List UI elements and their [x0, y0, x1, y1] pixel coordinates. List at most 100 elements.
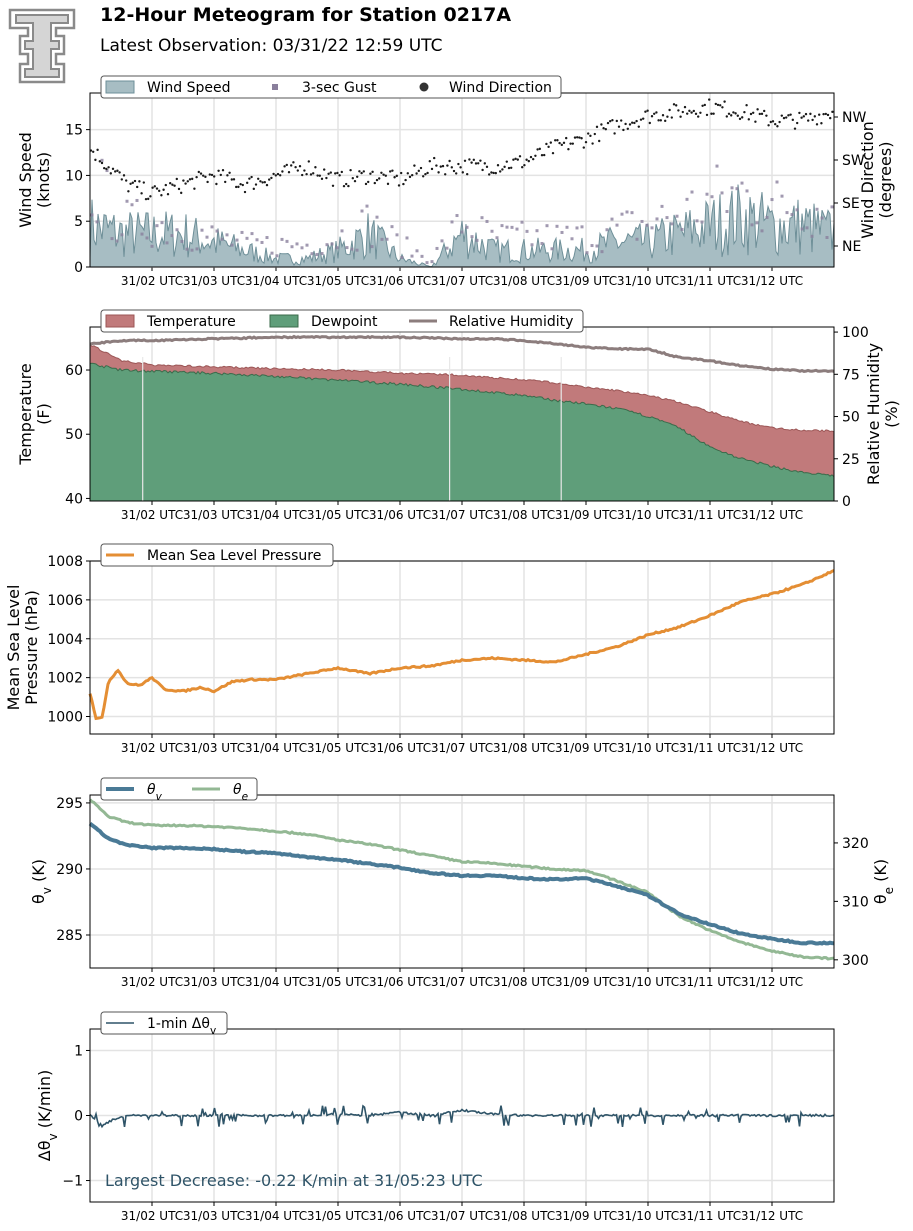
- x-tick-label: 31/06 UTC: [369, 1209, 431, 1223]
- wind-direction-point: [536, 148, 539, 151]
- temperature-axis-label: Temperature(F): [16, 363, 53, 465]
- wind-speed-axis-label: Wind Speed(knots): [16, 132, 53, 227]
- texas-tech-logo-icon: [8, 8, 76, 84]
- wind-direction-point: [96, 148, 99, 152]
- x-tick-label: 31/06 UTC: [369, 508, 431, 522]
- wind-direction-point: [316, 174, 319, 177]
- wind-direction-point: [191, 177, 194, 181]
- wind-direction-point: [521, 166, 524, 169]
- gust-point: [195, 247, 199, 251]
- gust-point: [385, 237, 389, 241]
- panel-theta: 31/02 UTC 31/03 UTC 31/04 UTC 31/05 UTC 31/0…: [29, 777, 896, 989]
- gust-point: [565, 225, 569, 229]
- wind-direction-point: [617, 125, 621, 128]
- wind-direction-point: [224, 180, 227, 184]
- gust-point: [115, 239, 119, 243]
- wind-direction-point: [540, 154, 544, 157]
- wind-direction-point: [419, 166, 423, 170]
- wind-direction-point: [347, 184, 350, 188]
- wind-direction-point: [382, 173, 385, 176]
- wind-direction-point: [133, 179, 137, 183]
- gust-point: [795, 208, 799, 212]
- gust-point: [590, 244, 594, 248]
- gust-point: [380, 237, 384, 241]
- wind-direction-point: [820, 122, 823, 125]
- x-tick-label: 31/07 UTC: [431, 741, 493, 755]
- gust-point: [250, 232, 254, 236]
- wind-direction-point: [281, 170, 284, 173]
- x-tick-label: 31/09 UTC: [555, 274, 617, 288]
- wind-direction-point: [545, 142, 548, 146]
- relative-humidity-axis-label: Relative Humidity(%): [864, 343, 901, 485]
- gust-point: [365, 204, 369, 208]
- gust-point: [810, 234, 814, 238]
- y-tick-label: 1: [74, 1043, 83, 1059]
- x-tick-label: 31/04 UTC: [245, 508, 307, 522]
- y-tick-label: 1002: [47, 671, 83, 687]
- wind-direction-point: [406, 172, 409, 175]
- wind-direction-point: [151, 186, 154, 189]
- wind-direction-point: [239, 182, 242, 186]
- wind-direction-point: [235, 185, 238, 189]
- y-tick-label: 1008: [47, 554, 83, 570]
- gust-point: [620, 212, 624, 216]
- wind-direction-point: [472, 158, 475, 162]
- wind-direction-point: [793, 127, 797, 130]
- legend-label-mslp: Mean Sea Level Pressure: [147, 548, 321, 564]
- wind-direction-point: [329, 171, 332, 174]
- y-right-tick-label: 50: [842, 410, 860, 426]
- wind-direction-point: [466, 172, 469, 176]
- gust-point: [615, 223, 619, 227]
- gust-point: [395, 233, 399, 237]
- wind-direction-point: [285, 163, 288, 167]
- gust-point: [320, 252, 324, 256]
- legend-box: [100, 1011, 228, 1035]
- wind-direction-point: [287, 171, 291, 174]
- x-tick-label: 31/02 UTC: [121, 274, 183, 288]
- x-tick-label: 31/12 UTC: [741, 1209, 803, 1223]
- wind-direction-point: [474, 162, 478, 165]
- wind-direction-point: [364, 182, 368, 186]
- y-right-tick-label: 100: [842, 325, 869, 341]
- wind-direction-point: [774, 122, 777, 126]
- wind-direction-point: [323, 168, 326, 171]
- y-tick-label: 10: [65, 168, 83, 184]
- panel-pressure: 31/02 UTC 31/03 UTC 31/04 UTC 31/05 UTC 31/0…: [4, 543, 835, 755]
- wind-direction-point: [800, 116, 803, 119]
- wind-direction-point: [296, 169, 299, 172]
- page-title: 12-Hour Meteogram for Station 0217A: [100, 4, 512, 26]
- x-tick-label: 31/05 UTC: [307, 741, 369, 755]
- x-tick-label: 31/04 UTC: [245, 1209, 307, 1223]
- gust-point: [650, 226, 654, 230]
- y-tick-label: −1: [62, 1174, 83, 1190]
- x-tick-label: 31/10 UTC: [617, 1209, 679, 1223]
- wind-direction-point: [507, 166, 511, 170]
- gust-point: [140, 232, 144, 236]
- wind-direction-point: [129, 182, 132, 185]
- wind-direction-point: [186, 180, 189, 183]
- gust-point: [815, 207, 819, 211]
- wind-direction-point: [809, 112, 812, 116]
- relative-humidity-line: [89, 334, 835, 374]
- wind-direction-point: [402, 182, 405, 186]
- wind-direction-point: [771, 120, 775, 123]
- wind-direction-point: [745, 104, 748, 107]
- x-tick-label: 31/04 UTC: [245, 274, 307, 288]
- gust-point: [715, 164, 719, 168]
- wind-direction-tick-label: NE: [842, 239, 861, 255]
- wind-direction-point: [349, 168, 352, 172]
- gust-point: [170, 234, 174, 238]
- wind-direction-point: [712, 112, 715, 115]
- wind-direction-point: [430, 167, 434, 171]
- wind-direction-point: [477, 162, 480, 165]
- wind-direction-point: [701, 104, 704, 108]
- x-tick-label: 31/03 UTC: [183, 508, 245, 522]
- wind-direction-point: [670, 116, 673, 119]
- wind-direction-point: [826, 113, 830, 117]
- wind-direction-point: [492, 171, 495, 175]
- gust-point: [295, 242, 299, 246]
- wind-direction-point: [657, 119, 660, 122]
- y-tick-label: 0: [74, 260, 83, 276]
- wind-direction-point: [675, 104, 678, 107]
- gust-point: [640, 219, 644, 223]
